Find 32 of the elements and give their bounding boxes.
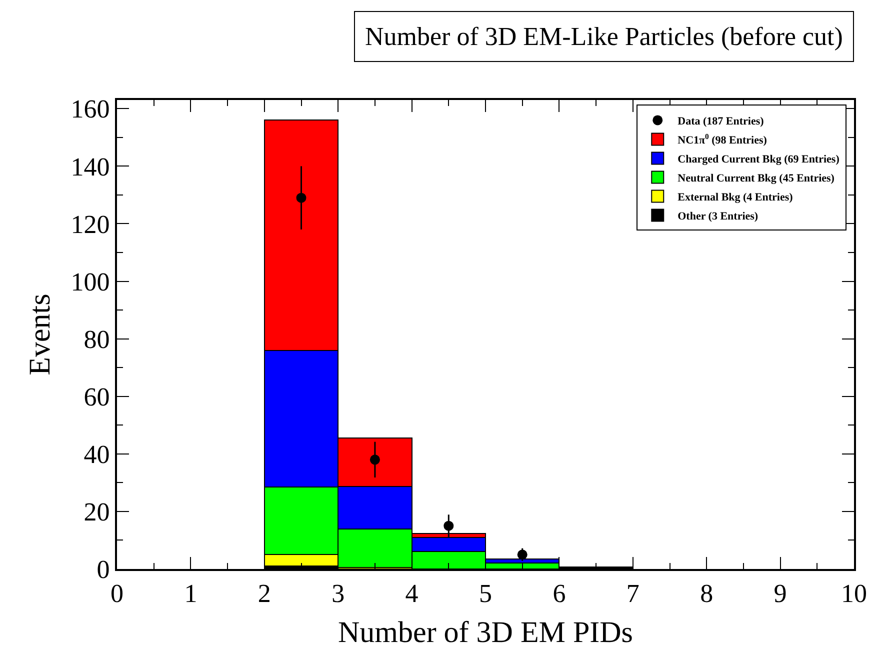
x-tick-label: 4 xyxy=(405,579,418,608)
legend-label: Charged Current Bkg (69 Entries) xyxy=(678,153,840,166)
x-tick-label: 2 xyxy=(258,579,271,608)
legend-label: NC1π$^{0}$ (98 Entries) xyxy=(678,132,768,146)
x-tick-label: 1 xyxy=(184,579,198,608)
x-tick-label: 10 xyxy=(841,579,867,608)
y-axis-title: Events xyxy=(23,294,56,376)
y-tick-label: 80 xyxy=(84,324,110,354)
x-tick-label: 8 xyxy=(700,579,714,608)
y-tick-label: 20 xyxy=(84,498,110,527)
x-tick-label: 6 xyxy=(552,579,566,608)
point xyxy=(444,520,454,531)
x-tick-label: 9 xyxy=(774,579,787,608)
point xyxy=(517,550,528,560)
y-tick-label: 140 xyxy=(70,152,110,182)
point xyxy=(296,192,306,203)
x-tick-label: 5 xyxy=(479,579,492,608)
x-axis-title: Number of 3D EM PIDs xyxy=(338,616,633,650)
legend-label: Data (187 Entries) xyxy=(678,115,764,128)
point xyxy=(370,454,380,465)
x-tick-label: 3 xyxy=(332,579,345,608)
legend-label: Other (3 Entries) xyxy=(678,210,758,222)
y-tick-label: 120 xyxy=(70,210,110,239)
y-tick-label: 60 xyxy=(84,382,110,412)
legend-label: Neutral Current Bkg (45 Entries) xyxy=(678,172,835,184)
y-tick-label: 100 xyxy=(70,267,110,296)
y-tick-label: 40 xyxy=(84,440,110,470)
chart-title: Number of 3D EM-Like Particles (before cut) xyxy=(365,22,843,51)
x-tick-label: 7 xyxy=(626,579,640,608)
y-tick-label: 160 xyxy=(70,94,110,124)
y-tick-label: 0 xyxy=(96,555,110,584)
legend-label: External Bkg (4 Entries) xyxy=(678,191,794,204)
